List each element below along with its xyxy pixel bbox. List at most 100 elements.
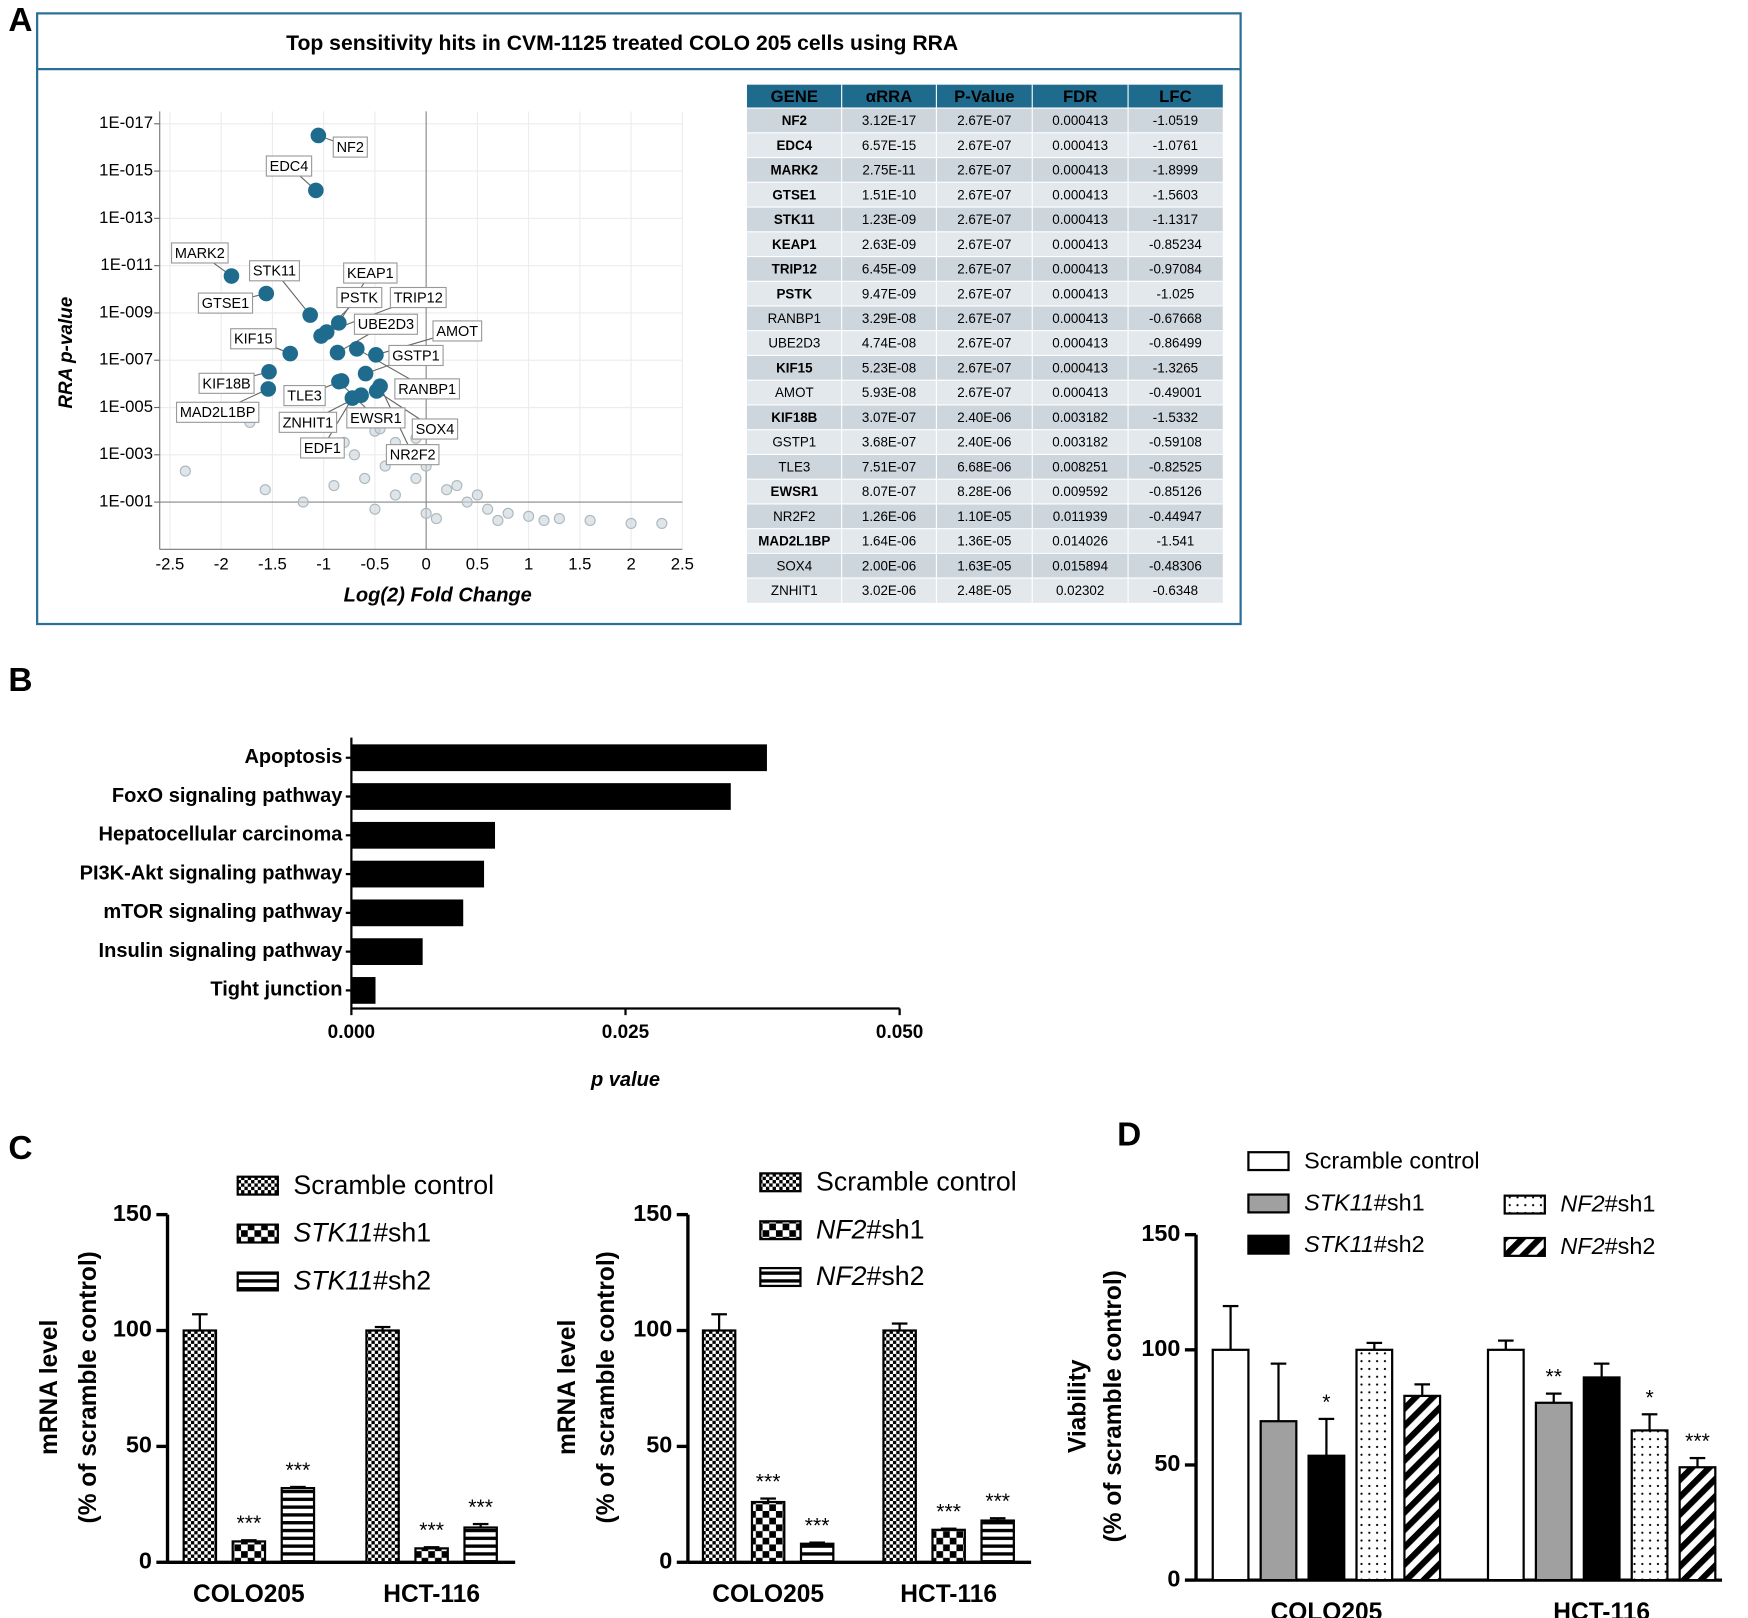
panel-label: A bbox=[8, 2, 32, 39]
gene-cell: STK11 bbox=[774, 212, 815, 227]
table-cell: -0.6348 bbox=[1153, 583, 1198, 598]
table-cell: -0.85234 bbox=[1149, 237, 1202, 252]
label-box bbox=[336, 286, 383, 309]
point bbox=[260, 381, 277, 397]
legend-label: NF2#sh2 bbox=[1560, 1233, 1655, 1259]
point-label: PSTK bbox=[340, 290, 378, 306]
table-cell: 0.000413 bbox=[1052, 336, 1108, 351]
bar bbox=[351, 977, 376, 1004]
table-cell: 0.000413 bbox=[1052, 113, 1108, 128]
bar bbox=[1630, 1429, 1669, 1582]
error-bar bbox=[809, 1541, 825, 1544]
error-bar bbox=[1641, 1413, 1658, 1431]
gene-cell: RANBP1 bbox=[768, 311, 821, 326]
error-bar bbox=[1593, 1362, 1610, 1378]
y-tick-label: 50 bbox=[126, 1432, 152, 1458]
table-cell: -1.0761 bbox=[1153, 138, 1198, 153]
legend-label: STK11#sh2 bbox=[293, 1266, 431, 1296]
legend-swatch bbox=[236, 1175, 279, 1196]
table-row bbox=[746, 404, 1223, 430]
legend-swatch bbox=[759, 1172, 802, 1193]
legend-swatch bbox=[1247, 1151, 1290, 1172]
error-bar bbox=[760, 1497, 776, 1503]
x-tick-label: -0.5 bbox=[361, 554, 390, 573]
table-cell: 0.000413 bbox=[1052, 360, 1108, 375]
point-label: STK11 bbox=[253, 264, 296, 280]
category-label: Tight junction bbox=[210, 979, 342, 1001]
category-label: FoxO signaling pathway bbox=[112, 785, 343, 807]
point-label: TLE3 bbox=[287, 389, 322, 405]
table-cell: 5.93E-08 bbox=[862, 385, 916, 400]
bar bbox=[1307, 1454, 1346, 1582]
label-box bbox=[389, 286, 447, 309]
x-tick-label: -1.5 bbox=[258, 554, 287, 573]
category-label: Insulin signaling pathway bbox=[99, 940, 344, 962]
bar bbox=[750, 1500, 786, 1564]
table-row bbox=[746, 503, 1223, 529]
table-cell: 2.63E-09 bbox=[862, 237, 916, 252]
bar bbox=[414, 1547, 449, 1564]
error-bar bbox=[423, 1546, 440, 1549]
point bbox=[297, 496, 309, 508]
bar bbox=[280, 1486, 316, 1564]
error-bar bbox=[374, 1325, 391, 1331]
error-bar bbox=[1366, 1341, 1383, 1350]
table-cell: 2.67E-07 bbox=[957, 286, 1011, 301]
label-box bbox=[346, 407, 406, 429]
gene-cell: MARK2 bbox=[771, 163, 819, 178]
bar bbox=[799, 1542, 835, 1564]
table-row bbox=[746, 528, 1223, 554]
legend-label: NF2#sh1 bbox=[816, 1214, 924, 1244]
panel-a-title: Top sensitivity hits in CVM-1125 treated… bbox=[286, 32, 958, 55]
x-tick-label: COLO205 bbox=[712, 1581, 824, 1608]
table-cell: 0.000413 bbox=[1052, 237, 1108, 252]
table-cell: 2.67E-07 bbox=[957, 237, 1011, 252]
table-row bbox=[746, 578, 1223, 603]
category-label: PI3K-Akt signaling pathway bbox=[80, 862, 344, 884]
x-tick-label: 0 bbox=[422, 554, 431, 573]
bar bbox=[182, 1329, 218, 1564]
table-cell: 2.40E-06 bbox=[957, 410, 1011, 425]
y-tick-label: 0 bbox=[139, 1547, 152, 1573]
x-tick-label: 2.5 bbox=[671, 554, 694, 573]
point bbox=[441, 484, 453, 496]
legend-swatch bbox=[236, 1223, 279, 1244]
table-header bbox=[746, 84, 1223, 109]
legend-swatch bbox=[759, 1220, 802, 1241]
bar bbox=[882, 1329, 917, 1564]
panel-label: B bbox=[8, 662, 32, 699]
error-bar bbox=[1318, 1417, 1335, 1456]
error-bar bbox=[1545, 1392, 1562, 1403]
table-row bbox=[746, 157, 1223, 183]
gene-cell: SOX4 bbox=[776, 558, 812, 573]
point bbox=[310, 127, 327, 144]
point bbox=[656, 517, 668, 530]
point bbox=[282, 345, 299, 362]
gene-cell: TRIP12 bbox=[772, 262, 817, 277]
label-box bbox=[265, 155, 313, 177]
gene-cell: GTSE1 bbox=[772, 187, 816, 202]
table-cell: 3.07E-07 bbox=[862, 410, 916, 425]
table-cell: 0.014026 bbox=[1052, 534, 1108, 549]
legend-swatch bbox=[1503, 1194, 1546, 1215]
table-cell: 7.51E-07 bbox=[862, 459, 916, 474]
label-box bbox=[332, 136, 368, 158]
point-label: TRIP12 bbox=[394, 290, 443, 306]
point bbox=[410, 472, 422, 485]
x-tick-label: -2.5 bbox=[156, 554, 185, 573]
table-row bbox=[746, 429, 1223, 455]
category-label: Apoptosis bbox=[244, 746, 342, 768]
bar bbox=[351, 783, 731, 810]
table-cell: 0.003182 bbox=[1052, 435, 1108, 450]
legend-swatch bbox=[1247, 1193, 1290, 1214]
point bbox=[368, 347, 384, 363]
legend-label: STK11#sh2 bbox=[1304, 1231, 1425, 1257]
bar bbox=[365, 1329, 400, 1564]
table-cell: 0.015894 bbox=[1052, 558, 1108, 573]
x-tick-label: -1 bbox=[316, 554, 331, 573]
point bbox=[471, 489, 483, 501]
table-cell: 2.67E-07 bbox=[957, 163, 1011, 178]
y-tick-label: 1E-015 bbox=[99, 161, 153, 180]
x-tick-label: COLO205 bbox=[193, 1581, 305, 1608]
y-tick-label: 150 bbox=[633, 1200, 672, 1226]
